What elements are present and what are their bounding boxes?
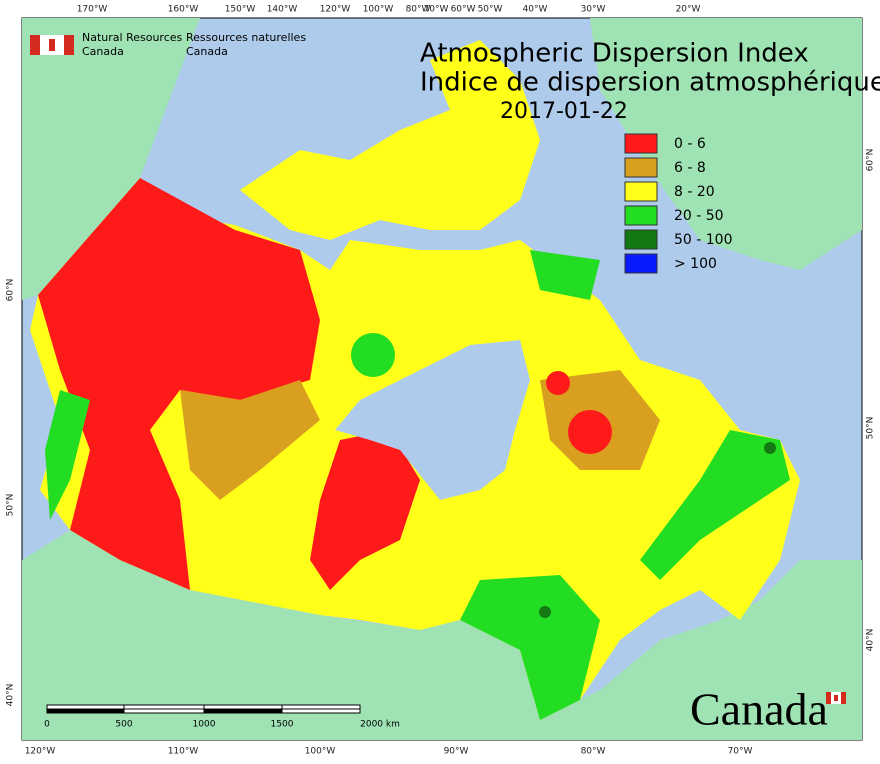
- wordmark-flag-leaf: [834, 695, 838, 701]
- legend-label: 0 - 6: [674, 136, 706, 152]
- flag-logo-bar: [64, 35, 74, 55]
- legend-swatch: [624, 181, 658, 202]
- lon-label: 70°W: [424, 5, 449, 15]
- date: 2017-01-22: [500, 99, 628, 124]
- lon-label: 30°W: [581, 5, 606, 15]
- lon-label: 120°W: [25, 747, 56, 757]
- scale-bar: 0 500 1000 1500 2000 km: [44, 704, 400, 730]
- lon-label: 60°W: [451, 5, 476, 15]
- zone-green-coast: [45, 390, 90, 520]
- zone-green-north: [530, 250, 600, 300]
- lon-label: 90°W: [444, 747, 469, 757]
- lon-label: 120°W: [320, 5, 351, 15]
- scale-segment: [123, 708, 205, 714]
- zone-green-east: [640, 430, 790, 580]
- greenland: [590, 18, 862, 270]
- legend-label: 20 - 50: [674, 208, 724, 224]
- wordmark: Canada: [690, 684, 828, 735]
- zone-red-spot: [568, 410, 612, 454]
- scale-label: 1000: [193, 720, 216, 730]
- scale-label: 500: [115, 720, 132, 730]
- lat-label: 40°N: [866, 629, 876, 652]
- lon-label: 40°W: [523, 5, 548, 15]
- zone-red-spot: [546, 371, 570, 395]
- legend: 0 - 6 6 - 8 8 - 20 20 - 50 50 - 100 > 100: [624, 133, 733, 274]
- lat-label: 50°N: [6, 494, 16, 517]
- zone-red-central: [310, 430, 420, 590]
- legend-swatch: [624, 205, 658, 226]
- agency-en: Natural Resources: [82, 31, 183, 44]
- zone-darkgreen-spot: [539, 606, 551, 618]
- agency-fr: Canada: [186, 45, 228, 58]
- flag-logo-bar: [30, 35, 40, 55]
- legend-label: 8 - 20: [674, 184, 715, 200]
- lon-label: 170°W: [77, 5, 108, 15]
- title: Atmospheric Dispersion Index: [420, 39, 809, 69]
- lat-label: 60°N: [866, 149, 876, 172]
- scale-segment: [281, 704, 361, 710]
- hudson-bay: [335, 340, 530, 500]
- lat-label: 50°N: [866, 417, 876, 440]
- wordmark-flag-bar: [841, 692, 846, 704]
- scale-label: 1500: [271, 720, 294, 730]
- zone-orange: [180, 380, 320, 500]
- legend-swatch: [624, 253, 658, 274]
- map-frame: [21, 17, 863, 741]
- legend-label: > 100: [674, 256, 717, 272]
- scale-segment: [46, 704, 125, 710]
- scale-segment: [203, 708, 283, 714]
- legend-label: 6 - 8: [674, 160, 706, 176]
- lon-label: 100°W: [363, 5, 394, 15]
- lon-label: 50°W: [478, 5, 503, 15]
- lon-label: 110°W: [168, 747, 199, 757]
- lon-label: 150°W: [225, 5, 256, 15]
- legend-swatch: [624, 133, 658, 154]
- scale-label: 2000 km: [360, 720, 400, 730]
- scale-segment: [281, 708, 361, 714]
- agency-en: Canada: [82, 45, 124, 58]
- graticule-labels: 170°W 160°W 150°W 140°W 120°W 100°W 80°W70°W 60…: [6, 5, 876, 757]
- legend-swatch: [624, 229, 658, 250]
- arctic-islands: [240, 40, 540, 240]
- zone-darkgreen-spot: [764, 442, 776, 454]
- alaska: [22, 18, 200, 300]
- wordmark-flag-bar: [826, 692, 831, 704]
- lon-label: 80°W: [581, 747, 606, 757]
- lon-label: 140°W: [267, 5, 298, 15]
- lon-label: 70°W: [728, 747, 753, 757]
- legend-label: 50 - 100: [674, 232, 733, 248]
- scale-segment: [203, 704, 283, 710]
- legend-swatch: [624, 157, 658, 178]
- title-fr: Indice de dispersion atmosphérique: [420, 68, 880, 98]
- agency-fr: Ressources naturelles: [186, 31, 306, 44]
- usa: [22, 530, 862, 740]
- flag-logo-leaf: [49, 39, 55, 51]
- zone-green-south: [460, 575, 600, 720]
- lon-label: 160°W: [168, 5, 199, 15]
- lon-label: 80°W: [406, 5, 431, 15]
- scale-segment: [123, 704, 205, 710]
- scale-segment: [46, 708, 125, 714]
- lon-label: 100°W: [305, 747, 336, 757]
- zone-green-spot: [351, 333, 395, 377]
- lat-label: 40°N: [6, 684, 16, 707]
- lon-label: 20°W: [676, 5, 701, 15]
- scale-label: 0: [44, 720, 50, 730]
- zone-red-west: [38, 178, 320, 590]
- lat-label: 60°N: [6, 279, 16, 302]
